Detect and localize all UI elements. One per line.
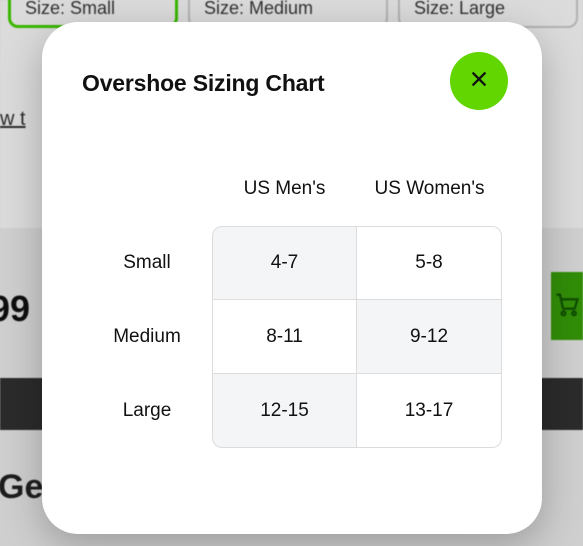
cell-medium-mens: 8-11: [212, 300, 357, 374]
cell-small-mens: 4-7: [212, 226, 357, 300]
table-row: Small 4-7 5-8: [82, 226, 502, 300]
sizing-table: US Men's US Women's Small 4-7 5-8 Medium…: [82, 152, 502, 448]
cell-large-womens: 13-17: [357, 374, 502, 448]
sizing-chart-modal: Overshoe Sizing Chart US Men's US Women'…: [42, 22, 542, 534]
cell-medium-womens: 9-12: [357, 300, 502, 374]
cell-small-womens: 5-8: [357, 226, 502, 300]
sizing-table-wrap: US Men's US Women's Small 4-7 5-8 Medium…: [82, 152, 502, 448]
close-button[interactable]: [450, 52, 508, 110]
table-corner-blank: [82, 152, 212, 226]
column-header-mens: US Men's: [212, 152, 357, 226]
column-header-womens: US Women's: [357, 152, 502, 226]
row-header-large: Large: [82, 374, 212, 448]
close-icon: [468, 68, 490, 95]
table-row: Medium 8-11 9-12: [82, 300, 502, 374]
row-header-medium: Medium: [82, 300, 212, 374]
table-row: Large 12-15 13-17: [82, 374, 502, 448]
page-background: Size: Small Size: Medium Size: Large w t…: [0, 0, 583, 546]
modal-header: Overshoe Sizing Chart: [82, 56, 502, 110]
row-header-small: Small: [82, 226, 212, 300]
cell-large-mens: 12-15: [212, 374, 357, 448]
modal-title: Overshoe Sizing Chart: [82, 70, 324, 97]
